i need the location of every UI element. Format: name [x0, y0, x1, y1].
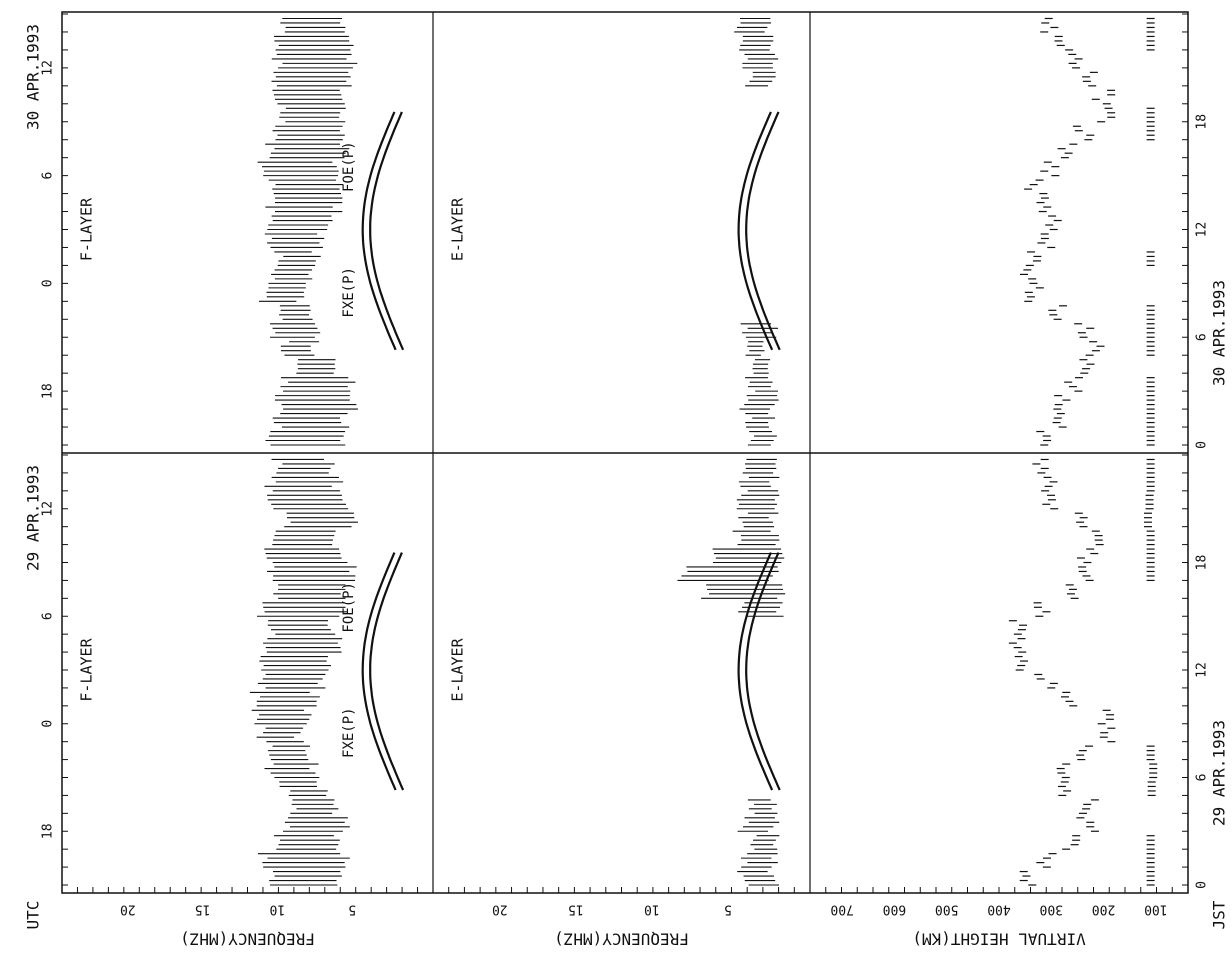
predicted-foe-curve	[369, 111, 405, 351]
jst-tick-label: 12	[1195, 662, 1210, 678]
region-label: F-LAYER	[78, 637, 96, 701]
height-tick-label: 200	[1092, 902, 1115, 917]
height-tick-label: 100	[1144, 902, 1167, 917]
panel-ylabel: FREQUENCY(MHZ)	[554, 930, 689, 949]
height-tick-label: 700	[830, 902, 853, 917]
curve-label-foe: FOE(P)	[341, 582, 357, 633]
predicted-foe-curve	[361, 552, 397, 791]
freq-tick-label: 5	[348, 902, 356, 917]
utc-tick-label: 0	[41, 279, 56, 287]
utc-tick-label: 0	[41, 720, 56, 728]
date-label-jst: 29 APR.1993	[1210, 720, 1229, 826]
freq-tick-label: 5	[724, 902, 732, 917]
freq-tick-label: 20	[120, 902, 136, 917]
panel-ylabel: VIRTUAL HEIGHT(KM)	[912, 930, 1085, 949]
tick-marks	[61, 13, 1189, 893]
date-label-utc: 30 APR.1993	[24, 24, 43, 130]
jst-tick-label: 6	[1195, 774, 1210, 782]
jst-tick-label: 18	[1195, 114, 1210, 130]
predicted-foe-curve	[737, 111, 774, 351]
utc-tick-label: 6	[41, 612, 56, 620]
freq-tick-label: 10	[270, 902, 286, 917]
data-marks	[249, 17, 1158, 886]
region-label: E-LAYER	[449, 637, 467, 701]
date-label-utc: 29 APR.1993	[24, 465, 43, 571]
predicted-foe-curve	[745, 552, 781, 791]
jst-label: JST	[1210, 900, 1229, 929]
predicted-foe-curve	[737, 552, 774, 791]
region-label: F-LAYER	[78, 197, 96, 261]
height-tick-label: 400	[987, 902, 1010, 917]
jst-tick-label: 6	[1195, 333, 1210, 341]
predicted-foe-curve	[361, 111, 397, 351]
freq-tick-label: 10	[644, 902, 660, 917]
utc-tick-label: 12	[41, 501, 56, 517]
jst-tick-label: 18	[1195, 555, 1210, 571]
predicted-foe-curve	[369, 552, 405, 791]
panel-ylabel: FREQUENCY(MHZ)	[180, 930, 315, 949]
predicted-foe-curve	[745, 111, 781, 351]
curve-label-fxe: FXE(P)	[341, 267, 357, 318]
utc-tick-label: 18	[41, 823, 56, 839]
plot-frame	[61, 11, 1189, 894]
utc-tick-label: 12	[41, 60, 56, 76]
curve-label-fxe: FXE(P)	[341, 707, 357, 758]
height-tick-label: 600	[883, 902, 906, 917]
freq-tick-label: 15	[568, 902, 584, 917]
date-label-jst: 30 APR.1993	[1210, 280, 1229, 386]
freq-tick-label: 20	[492, 902, 508, 917]
jst-tick-label: 0	[1195, 881, 1210, 889]
height-tick-label: 500	[935, 902, 958, 917]
freq-tick-label: 15	[195, 902, 211, 917]
utc-tick-label: 18	[41, 383, 56, 399]
utc-label: UTC	[24, 901, 43, 930]
jst-tick-label: 0	[1195, 441, 1210, 449]
jst-tick-label: 12	[1195, 222, 1210, 238]
region-label: E-LAYER	[449, 197, 467, 261]
utc-tick-label: 6	[41, 172, 56, 180]
curve-label-foe: FOE(P)	[341, 141, 357, 192]
height-tick-label: 300	[1040, 902, 1063, 917]
